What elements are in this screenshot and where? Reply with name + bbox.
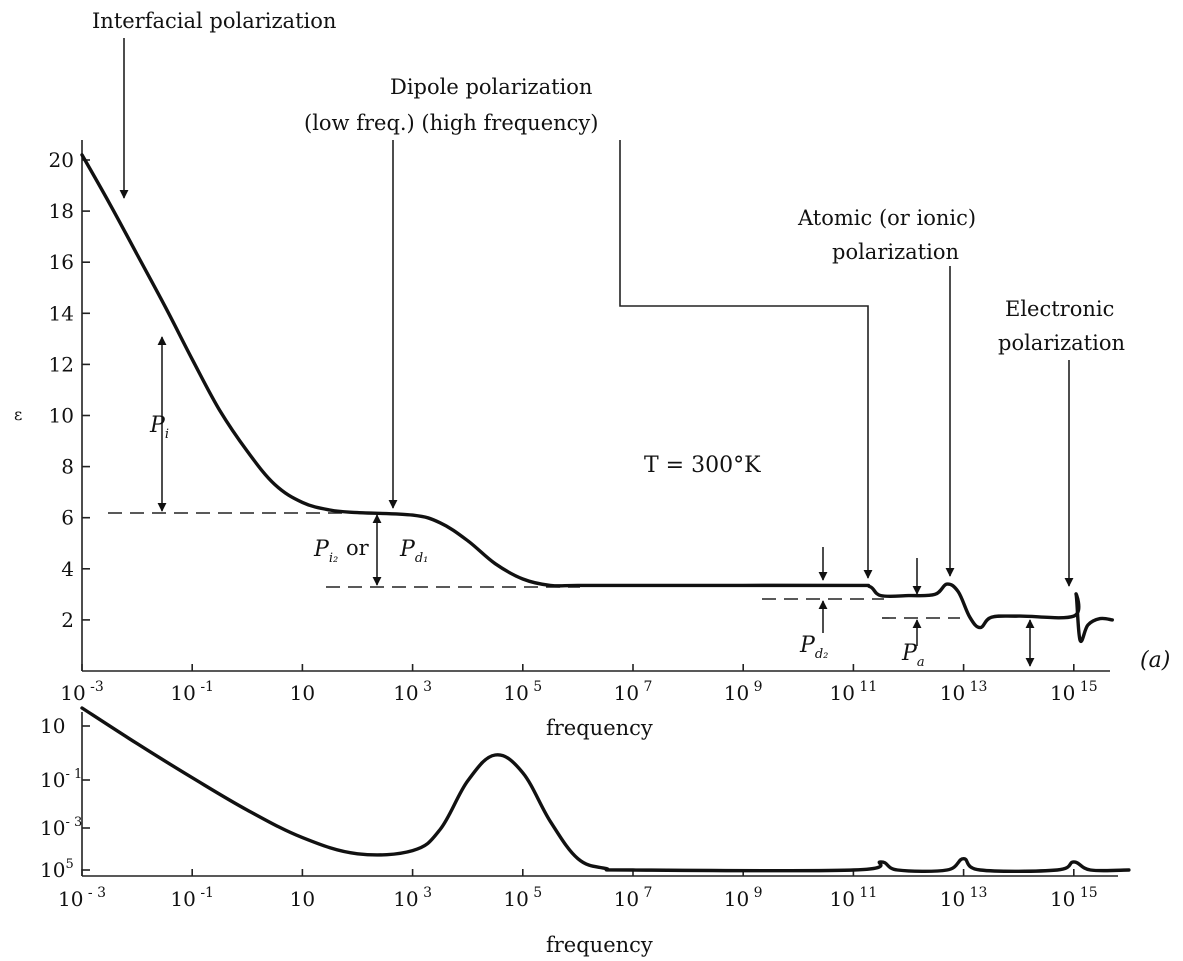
dipole-label: Dipole polarization bbox=[390, 75, 592, 99]
panel-a-y-tick-label: 14 bbox=[49, 301, 74, 325]
panel-a-x-tick-label: 10 9 bbox=[724, 679, 763, 705]
panel-a-x-tick-label: 10 3 bbox=[393, 679, 432, 705]
panel-a-x-tick-label: 10 -3 bbox=[60, 679, 104, 705]
panel-b-x-tick-label: 10 5 bbox=[503, 885, 542, 911]
panel-b-y-tick-label: 10 bbox=[40, 714, 65, 738]
panel-a-y-tick-label: 12 bbox=[49, 352, 74, 376]
panel-a-y-tick-label: 18 bbox=[49, 199, 74, 223]
atomic-label-line2: polarization bbox=[832, 240, 959, 264]
panel-b-y-tick-label: 105 bbox=[40, 857, 74, 882]
panel-a-label: (a) bbox=[1140, 648, 1170, 673]
panel-a-x-tick-label: 10 11 bbox=[830, 679, 878, 705]
panel-a-x-tick-label: 10 5 bbox=[503, 679, 542, 705]
panel-b-x-tick-label: 10 15 bbox=[1050, 885, 1098, 911]
panel-b-x-axis-label: frequency bbox=[546, 933, 653, 957]
panel-b-x-tick-label: 10 -1 bbox=[170, 885, 214, 911]
svg-text:Pa: Pa bbox=[901, 641, 925, 670]
svg-text:Pi₂: Pi₂ bbox=[313, 537, 338, 566]
panel-b-y-tick-label: 10- 1 bbox=[40, 767, 82, 792]
panel-b-x-ticks: 10 - 3 10 -1 10 10 3 10 5 10 7 10 9 10 11 10 13 1… bbox=[58, 869, 1098, 911]
electronic-label-line2: polarization bbox=[998, 331, 1125, 355]
panel-a-x-ticks: 10 -3 10 -1 10 10 3 10 5 10 7 10 9 10 11 10 13 10… bbox=[60, 664, 1098, 705]
pi2-label: Pi₂ bbox=[313, 537, 338, 566]
panel-a-x-tick-label: 10 7 bbox=[614, 679, 653, 705]
panel-a-y-tick-label: 20 bbox=[49, 148, 74, 172]
pa-label: Pa bbox=[901, 641, 925, 670]
panel-a-y-tick-label: 4 bbox=[61, 557, 74, 581]
pd1-label: Pd₁ bbox=[399, 537, 428, 566]
svg-text:Pi: Pi bbox=[149, 413, 169, 442]
panel-b-x-tick-label: 10 bbox=[290, 887, 315, 911]
pi-label: Pi bbox=[149, 413, 169, 442]
panel-b-x-tick-label: 10 7 bbox=[614, 885, 653, 911]
panel-a-y-tick-label: 16 bbox=[49, 250, 74, 274]
interfacial-label: Interfacial polarization bbox=[92, 9, 336, 33]
panel-a-x-tick-label: 10 13 bbox=[940, 679, 988, 705]
panel-b-x-tick-label: 10 11 bbox=[830, 885, 878, 911]
atomic-label-line1: Atomic (or ionic) bbox=[797, 206, 976, 230]
temperature-label: T = 300°K bbox=[644, 453, 761, 478]
loss-curve bbox=[80, 706, 1131, 874]
panel-a-x-tick-label: 10 bbox=[290, 681, 315, 705]
panel-b-x-tick-label: 10 3 bbox=[393, 885, 432, 911]
permittivity-curve bbox=[80, 153, 1114, 644]
dipole-freq-label: (low freq.) (high frequency) bbox=[304, 111, 598, 135]
panel-b-y-tick-label: 10- 3 bbox=[40, 815, 82, 840]
electronic-label-line1: Electronic bbox=[1005, 297, 1114, 321]
panel-a-y-tick-label: 8 bbox=[61, 455, 74, 479]
or-label: or bbox=[346, 536, 370, 560]
dipole-high-pointer bbox=[619, 140, 873, 579]
pd2-label: Pd₂ bbox=[799, 633, 828, 662]
panel-a-y-tick-label: 10 bbox=[49, 404, 74, 428]
svg-text:Pd₁: Pd₁ bbox=[399, 537, 428, 566]
panel-a-x-tick-label: 10 15 bbox=[1050, 679, 1098, 705]
panel-b-x-tick-label: 10 - 3 bbox=[58, 885, 106, 911]
panel-a-y-ticks: 20 18 16 14 12 10 8 6 4 2 bbox=[49, 148, 90, 632]
panel-b-x-tick-label: 10 9 bbox=[724, 885, 763, 911]
panel-a-x-axis-label: frequency bbox=[546, 716, 653, 740]
svg-text:Pd₂: Pd₂ bbox=[799, 633, 828, 662]
panel-a-y-axis-label: ε bbox=[14, 405, 22, 424]
panel-b-y-ticks: 10 10- 1 10- 3 105 bbox=[40, 714, 90, 882]
panel-a-y-tick-label: 6 bbox=[61, 506, 74, 530]
panel-a-x-tick-label: 10 -1 bbox=[170, 679, 214, 705]
panel-a-y-tick-label: 2 bbox=[61, 608, 74, 632]
panel-b-x-tick-label: 10 13 bbox=[940, 885, 988, 911]
